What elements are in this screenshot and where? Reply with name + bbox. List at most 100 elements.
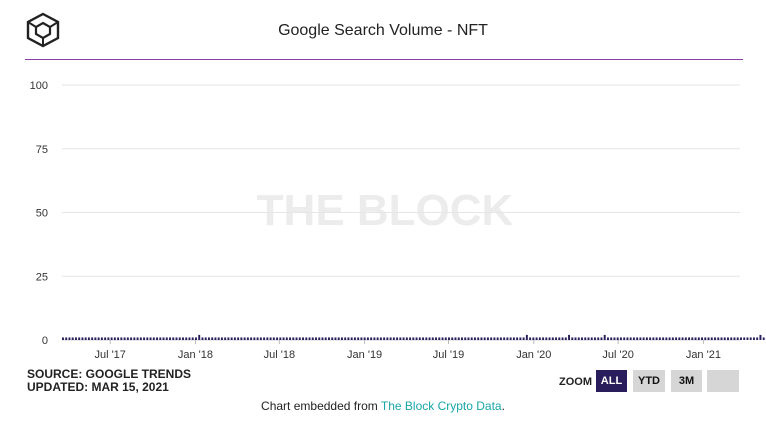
- zoom-ytd-button[interactable]: YTD: [633, 370, 665, 392]
- bar: [477, 337, 480, 340]
- bar: [639, 337, 642, 340]
- bar: [490, 337, 493, 340]
- bar: [594, 337, 596, 340]
- bar: [512, 337, 515, 340]
- bar: [353, 337, 356, 340]
- bar: [749, 337, 752, 340]
- bar: [237, 337, 240, 340]
- bar: [240, 337, 243, 340]
- grid-lines: [62, 84, 740, 341]
- x-tick-label: Jan '19: [347, 349, 382, 361]
- bar: [399, 337, 402, 340]
- bar: [525, 334, 528, 340]
- bar: [535, 337, 538, 340]
- bar: [198, 334, 201, 340]
- bar: [159, 337, 162, 340]
- bar: [178, 337, 181, 340]
- bar: [457, 337, 460, 340]
- bar: [139, 337, 142, 340]
- bar: [392, 337, 395, 340]
- updated-note: UPDATED: MAR 15, 2021: [27, 380, 169, 394]
- bar: [126, 337, 129, 340]
- bar: [762, 337, 765, 340]
- bar: [743, 337, 746, 340]
- bar: [425, 337, 428, 340]
- bar: [473, 337, 476, 340]
- zoom-blank-button[interactable]: [707, 370, 739, 392]
- bar: [428, 337, 431, 340]
- bar: [684, 337, 687, 340]
- bar: [701, 337, 703, 340]
- bar: [285, 337, 288, 340]
- bar: [632, 337, 635, 340]
- x-tick-label: Jul '18: [264, 349, 295, 361]
- bar: [509, 337, 512, 340]
- bar: [415, 337, 418, 340]
- bar: [295, 337, 298, 340]
- bar: [81, 337, 84, 340]
- bar: [315, 337, 317, 340]
- bar: [720, 337, 723, 340]
- bar: [279, 337, 282, 340]
- bar: [658, 337, 661, 340]
- bar: [649, 337, 652, 340]
- bar: [383, 337, 386, 340]
- bar: [529, 337, 532, 340]
- bar: [259, 337, 262, 340]
- bar: [642, 337, 645, 340]
- bar: [714, 337, 716, 340]
- bar: [668, 337, 671, 340]
- bar: [629, 337, 632, 340]
- bar: [597, 337, 600, 340]
- bar: [607, 337, 609, 340]
- bar: [227, 337, 230, 340]
- bar: [551, 337, 554, 340]
- bar: [402, 337, 405, 340]
- bar: [662, 337, 665, 340]
- embed-link[interactable]: The Block Crypto Data: [380, 399, 502, 413]
- bar: [74, 337, 77, 340]
- bar: [759, 334, 762, 340]
- x-tick-label: Jan '18: [178, 349, 213, 361]
- bar: [175, 337, 178, 340]
- bar: [516, 337, 519, 340]
- bar: [723, 337, 726, 340]
- bar: [321, 337, 324, 340]
- bar: [366, 337, 369, 340]
- bar: [571, 337, 574, 340]
- bar: [675, 337, 678, 340]
- bar: [584, 337, 587, 340]
- bar: [691, 337, 694, 340]
- bar: [636, 337, 639, 340]
- x-tick-label: Jan '20: [516, 349, 551, 361]
- bar: [480, 337, 483, 340]
- bar: [84, 337, 87, 340]
- bar: [600, 337, 603, 340]
- bar: [250, 337, 253, 340]
- bar: [233, 337, 236, 340]
- bar: [363, 337, 366, 340]
- bar: [499, 337, 502, 340]
- bar: [444, 337, 447, 340]
- bar: [412, 337, 415, 340]
- bar: [581, 337, 583, 340]
- bar: [230, 337, 233, 340]
- x-tick-label: Jul '20: [602, 349, 633, 361]
- bar: [590, 337, 593, 340]
- bar: [564, 337, 567, 340]
- bar: [486, 337, 489, 340]
- zoom-3m-button[interactable]: 3M: [671, 370, 702, 392]
- bar: [409, 337, 412, 340]
- bar: [704, 337, 707, 340]
- bar: [655, 337, 658, 340]
- bar: [483, 337, 486, 340]
- bar: [756, 337, 759, 340]
- bar: [224, 337, 227, 340]
- zoom-all-button[interactable]: ALL: [596, 370, 627, 392]
- bar: [328, 337, 330, 340]
- y-axis-labels: 0 25 50 75 100: [30, 80, 48, 347]
- bar: [246, 337, 249, 340]
- bar: [707, 337, 710, 340]
- bar: [87, 337, 90, 340]
